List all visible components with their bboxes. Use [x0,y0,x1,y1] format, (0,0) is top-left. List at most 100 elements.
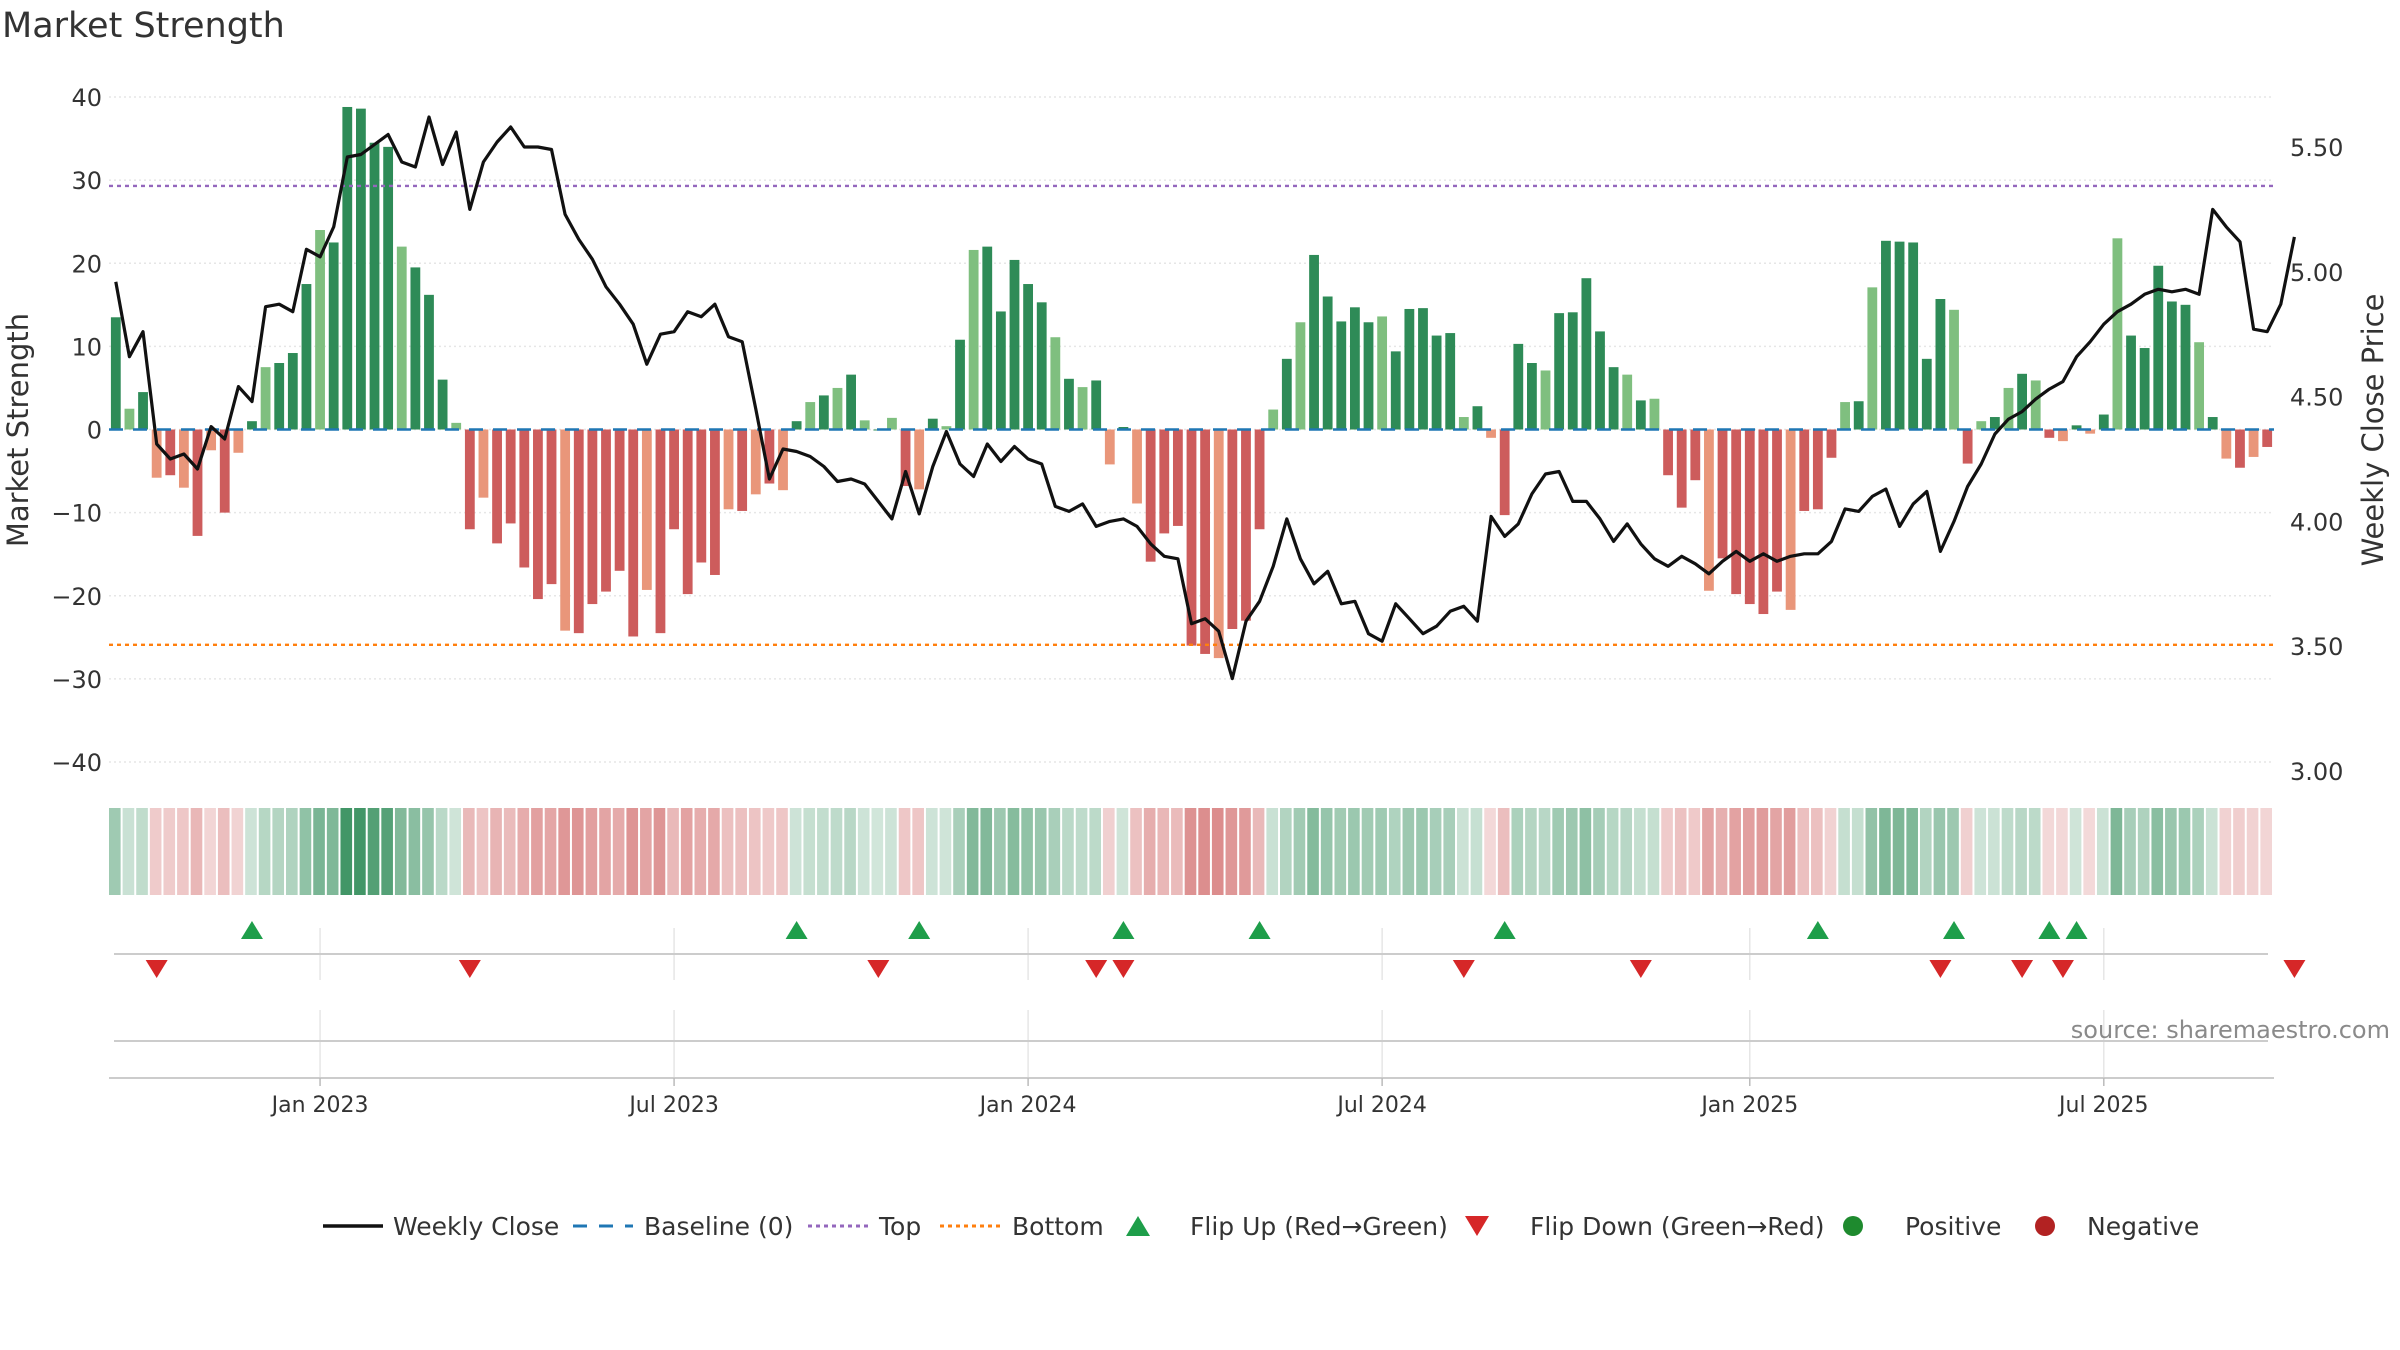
strip-cell [953,808,965,895]
strength-bar [696,429,707,563]
y-tick-label: 30 [71,167,102,195]
strength-bar [1377,316,1388,430]
strength-bar [287,353,298,430]
strength-bar [2017,373,2027,430]
strip-cell [1906,808,1918,895]
strip-cell [1960,808,1973,895]
strength-bar [1867,287,1878,430]
strip-cell [1211,808,1224,895]
strength-bar [260,367,271,430]
strip-cell [1402,808,1415,895]
strip-cell [367,808,380,895]
flip-down-marker [1629,960,1652,978]
x-tick-label: Jul 2025 [2057,1093,2149,1118]
strength-bar [1132,429,1142,504]
strip-cell [1130,808,1142,895]
strength-bar [1390,351,1401,430]
strength-bar [955,339,965,430]
strip-cell [163,808,176,895]
strip-cell [1416,808,1428,895]
strip-cell [980,808,993,895]
strength-bar [342,106,353,430]
strength-bar [1349,307,1360,430]
flip-down-marker [2011,960,2034,978]
strength-bar [519,429,530,568]
strength-bar [2058,429,2068,442]
strip-cell [1851,808,1864,895]
strip-cell [694,808,707,895]
strength-bar [1731,429,1742,595]
strip-cell [2015,808,2027,895]
legend-flip-down-icon [1465,1216,1489,1236]
strip-cell [1320,808,1333,895]
strength-bar [614,429,625,571]
y2-tick-label: 5.00 [2290,259,2343,287]
strength-bar [464,429,475,530]
strip-cell [299,808,312,895]
strip-cell [1116,808,1129,895]
strength-bar [492,429,502,544]
strip-cell [149,808,162,895]
strip-cell [1770,808,1782,895]
flip-up-marker [1493,921,1516,939]
strip-cell [1388,808,1401,895]
strip-cell [2083,808,2095,895]
strength-bar [968,249,979,430]
strength-bar [1281,358,1292,430]
strength-bar [2153,265,2164,430]
strength-bar [1608,367,1619,430]
strip-cell [272,808,285,895]
flip-up-marker [1943,921,1966,939]
x-tick-label: Jan 2025 [1699,1093,1798,1118]
strength-bar [1649,398,1660,430]
strength-bar [546,429,557,585]
strength-bar [1663,429,1673,476]
strip-cell [2151,808,2164,895]
strip-cell [803,808,816,895]
source-credit: source: sharemaestro.com [2070,1016,2390,1044]
y-tick-label: −40 [51,749,102,777]
strip-cell [1620,808,1633,895]
strength-bar [1050,337,1061,430]
strip-cell [2096,808,2109,895]
strength-bar [628,429,639,637]
strength-bar [2098,414,2109,430]
y-tick-label: 0 [87,417,102,445]
strength-bar [587,429,598,605]
strength-bar [301,284,312,430]
strength-bar [356,108,366,430]
strip-cell [463,808,475,895]
strength-bar [478,429,489,498]
strip-cell [503,808,516,895]
strength-bar [151,429,162,478]
strength-bar [1704,429,1714,591]
strength-bar [778,429,788,491]
strength-bar [1635,400,1646,430]
legend-flip-up-icon [1126,1216,1150,1236]
strip-cell [1729,808,1741,895]
flip-down-marker [1452,960,1475,978]
strength-bar [669,429,679,530]
strip-cell [1783,808,1796,895]
strength-bar [1595,331,1605,430]
strip-cell [544,808,557,895]
strength-bar [383,146,394,430]
strength-bar [2071,425,2082,430]
strength-bar [2112,238,2123,430]
strength-bar [601,429,611,592]
strip-cell [2219,808,2232,895]
strength-bar [1213,429,1224,659]
legend-label: Bottom [1012,1212,1104,1241]
strip-cell [1184,808,1197,895]
strip-cell [1102,808,1115,895]
strength-bar [560,429,571,631]
strip-cell [190,808,203,895]
strip-cell [2124,808,2136,895]
strip-cell [531,808,543,895]
strength-strip [109,808,2272,895]
strip-cell [844,808,856,895]
strip-cell [1593,808,1605,895]
strength-bar [192,429,203,536]
strip-cell [1143,808,1156,895]
legend-label: Baseline (0) [644,1212,793,1241]
